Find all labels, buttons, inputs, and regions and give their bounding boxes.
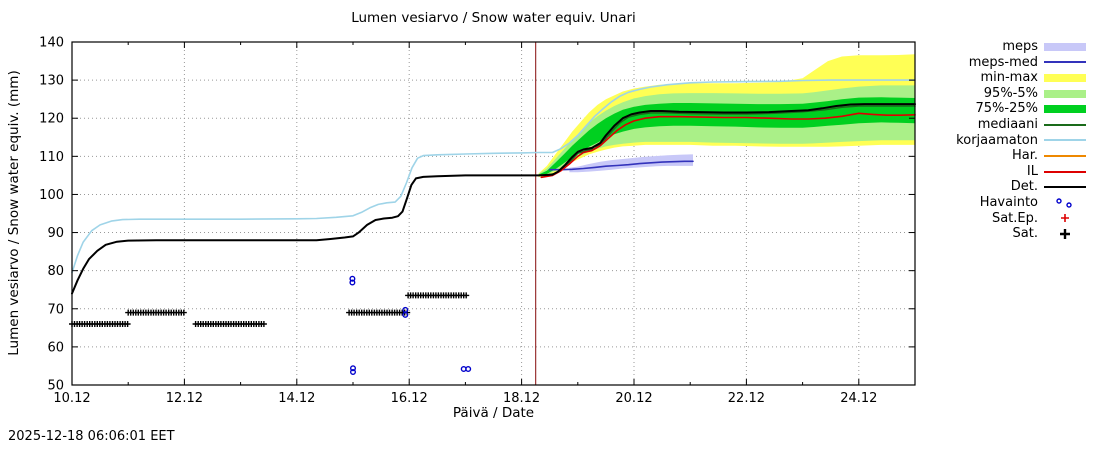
legend-symbol-75-25 — [1042, 103, 1090, 115]
legend-item-meps: meps — [938, 39, 1090, 55]
series-line-meps-med — [548, 160, 694, 171]
legend-symbol-il — [1042, 166, 1090, 178]
y-tick-label: 100 — [39, 188, 64, 203]
series-line-il — [540, 112, 916, 179]
legend-label-75-25: 75%-25% — [975, 101, 1038, 117]
legend-item-havainto: Havainto — [938, 195, 1090, 211]
marker-havainto — [350, 365, 357, 372]
legend-item-sat-ep: Sat.Ep. — [938, 211, 1090, 227]
marker-sat — [260, 321, 267, 327]
y-tick-label: 60 — [47, 340, 64, 355]
legend-item-mediaani: mediaani — [938, 117, 1090, 133]
legend-label-mediaani: mediaani — [977, 116, 1038, 132]
legend-symbol-havainto — [1042, 197, 1090, 209]
legend-symbol-har — [1042, 150, 1090, 162]
legend-item-har: Har. — [938, 148, 1090, 164]
marker-havainto — [350, 369, 357, 376]
legend-label-korjaamaton: korjaamaton — [956, 132, 1038, 148]
plot-frame — [71, 41, 916, 386]
legend-label-meps: meps — [1002, 39, 1038, 54]
x-tick-label: 18.12 — [503, 391, 540, 406]
legend-symbol-min-max — [1042, 72, 1090, 84]
y-tick-label: 50 — [47, 379, 64, 394]
marker-sat — [180, 309, 187, 316]
legend-label-il: IL — [1026, 163, 1038, 179]
legend-label-det: Det. — [1010, 179, 1038, 195]
marker-sat — [463, 292, 470, 299]
legend-label-har: Har. — [1011, 148, 1038, 164]
marker-havainto — [349, 279, 356, 286]
legend-item-il: IL — [938, 164, 1090, 180]
band-75-25 — [538, 97, 915, 177]
series-line-korjaamaton — [71, 79, 916, 274]
legend: meps meps-med min-max 95%-5% 75%-25% mediaani… — [938, 39, 1090, 242]
chart-title: Lumen vesiarvo / Snow water equiv. Unari — [351, 10, 636, 26]
legend-symbol-meps-med — [1042, 56, 1090, 68]
legend-item-95-5: 95%-5% — [938, 86, 1090, 102]
legend-symbol-korjaamaton — [1042, 134, 1090, 146]
x-tick-label: 16.12 — [391, 391, 428, 406]
legend-symbol-mediaani — [1042, 119, 1090, 131]
legend-label-meps-med: meps-med — [968, 54, 1038, 70]
legend-item-korjaamaton: korjaamaton — [938, 133, 1090, 149]
y-tick-label: 110 — [39, 150, 64, 165]
legend-item-sat: Sat. — [938, 226, 1090, 242]
legend-item-det: Det. — [938, 179, 1090, 195]
legend-item-min-max: min-max — [938, 70, 1090, 86]
y-tick-label: 90 — [47, 226, 64, 241]
legend-label-sat: Sat. — [1012, 226, 1038, 242]
timestamp-text: 2025-12-18 06:06:01 EET — [8, 429, 175, 444]
series-line-mediaani — [543, 105, 916, 177]
legend-symbol-meps — [1042, 41, 1090, 53]
legend-symbol-95-5 — [1042, 88, 1090, 100]
legend-label-sat-ep: Sat.Ep. — [991, 210, 1038, 226]
legend-label-95-5: 95%-5% — [983, 85, 1038, 101]
marker-havainto — [349, 275, 356, 282]
marker-havainto — [402, 311, 409, 318]
marker-havainto — [465, 366, 472, 373]
x-axis-label: Päivä / Date — [452, 405, 535, 421]
legend-label-havainto: Havainto — [979, 194, 1038, 210]
legend-symbol-sat-ep — [1042, 212, 1090, 224]
y-tick-label: 140 — [39, 36, 64, 51]
y-tick-label: 80 — [47, 264, 64, 279]
legend-label-min-max: min-max — [980, 70, 1038, 86]
x-tick-label: 10.12 — [53, 391, 90, 406]
legend-item-meps-med: meps-med — [938, 55, 1090, 71]
legend-symbol-det — [1042, 181, 1090, 193]
legend-symbol-sat — [1042, 228, 1090, 240]
y-tick-label: 120 — [39, 112, 64, 127]
x-tick-label: 24.12 — [840, 391, 877, 406]
band-meps — [569, 154, 693, 173]
y-tick-label: 70 — [47, 302, 64, 317]
legend-item-75-25: 75%-25% — [938, 101, 1090, 117]
x-tick-label: 20.12 — [615, 391, 652, 406]
y-tick-label: 130 — [39, 74, 64, 89]
series-line-det — [71, 103, 916, 295]
x-tick-label: 14.12 — [278, 391, 315, 406]
x-tick-label: 12.12 — [166, 391, 203, 406]
marker-sat — [124, 321, 131, 327]
x-tick-label: 22.12 — [728, 391, 765, 406]
